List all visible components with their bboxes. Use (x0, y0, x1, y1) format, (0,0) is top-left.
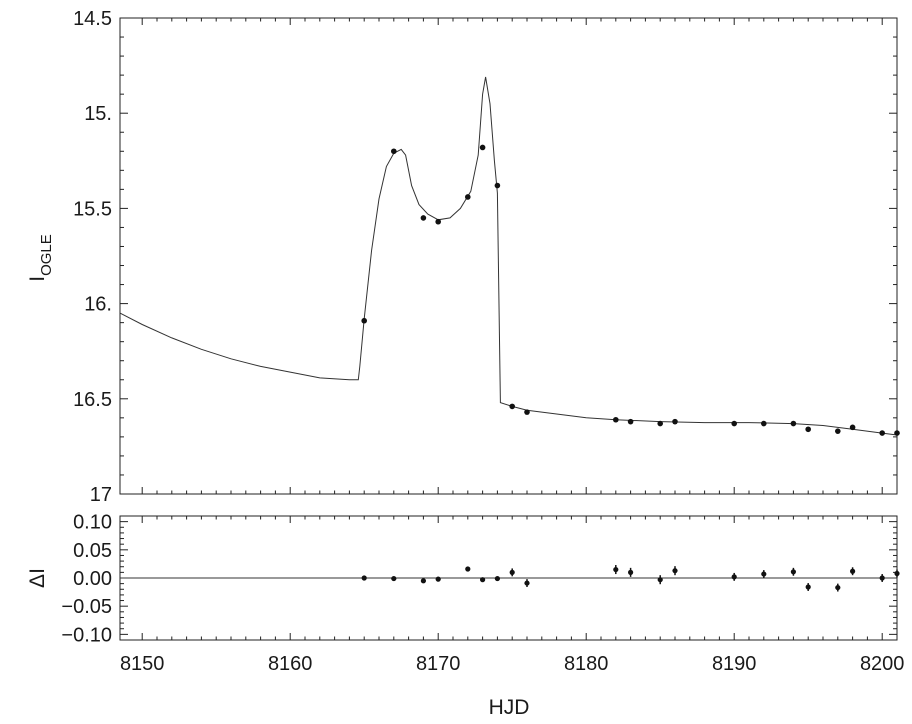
residual-point (672, 568, 678, 574)
y-tick-label: 15. (84, 103, 112, 125)
data-point (613, 416, 619, 423)
residual-point (835, 584, 841, 591)
data-point (627, 418, 634, 425)
x-tick-label: 8200 (860, 653, 905, 675)
data-point (879, 430, 885, 436)
x-tick-label: 8170 (416, 653, 461, 675)
data-point (657, 420, 663, 427)
residual-point (524, 580, 530, 586)
residual-point (435, 576, 441, 582)
x-tick-label: 8180 (564, 653, 609, 675)
residual-point (850, 568, 856, 574)
data-point (435, 218, 442, 225)
y-axis-title-residual: ΔI (26, 568, 49, 588)
y-tick-label: 15.5 (73, 198, 112, 220)
light-curve-panel: 14.5 15. 15.5 16. 16.5 17 (73, 8, 900, 506)
data-point (509, 403, 515, 410)
residual-point (805, 584, 811, 590)
residual-point (613, 566, 619, 573)
data-point (524, 409, 530, 415)
data-point (790, 420, 797, 427)
residual-point (391, 575, 397, 582)
y-tick-label: 16.5 (73, 389, 112, 411)
residual-point (731, 574, 737, 580)
residual-point (480, 577, 486, 583)
residual-point (879, 575, 885, 581)
y-axis-title-magnitude: IOGLE (26, 234, 55, 282)
y-tick-label: −0.10 (61, 624, 112, 646)
plot-frame-top (119, 17, 898, 495)
data-point (465, 194, 471, 200)
data-point (894, 430, 900, 436)
data-point (672, 418, 678, 425)
y-tick-label: 16. (84, 294, 112, 316)
residual-point (790, 569, 797, 575)
x-tick-label: 8150 (120, 653, 165, 675)
residual-point (628, 569, 634, 575)
data-point (761, 420, 767, 427)
data-point (849, 424, 856, 431)
residual-point (761, 571, 767, 577)
data-point (361, 317, 368, 324)
y-tick-label: 14.5 (73, 8, 112, 30)
residual-point (465, 566, 471, 572)
residual-point (509, 569, 515, 575)
data-point (731, 420, 737, 427)
residual-point (657, 577, 663, 583)
residual-point (494, 575, 500, 582)
residual-panel: 8150 8160 8170 8180 8190 8200 0.10 0.05 0.00 −0.0… (61, 512, 904, 675)
data-point (835, 428, 841, 434)
residual-point (420, 578, 426, 584)
data-point (420, 215, 427, 221)
x-tick-label: 8160 (268, 653, 313, 675)
data-point (479, 144, 486, 151)
residual-point (894, 570, 900, 577)
y-tick-label: 0.00 (73, 568, 112, 590)
data-point (391, 148, 397, 155)
residual-point (361, 575, 367, 581)
y-axis-title-main: I (26, 276, 49, 282)
y-tick-label: 17 (90, 484, 112, 506)
x-tick-label: 8190 (712, 653, 757, 675)
y-tick-label: 0.10 (73, 512, 112, 534)
data-point (805, 426, 811, 433)
y-tick-label: −0.05 (61, 596, 112, 618)
x-axis-title: HJD (489, 696, 530, 719)
data-point (494, 182, 501, 189)
y-tick-label: 0.05 (73, 540, 112, 562)
y-axis-title-subscript: OGLE (38, 234, 55, 276)
model-curve (119, 76, 898, 436)
